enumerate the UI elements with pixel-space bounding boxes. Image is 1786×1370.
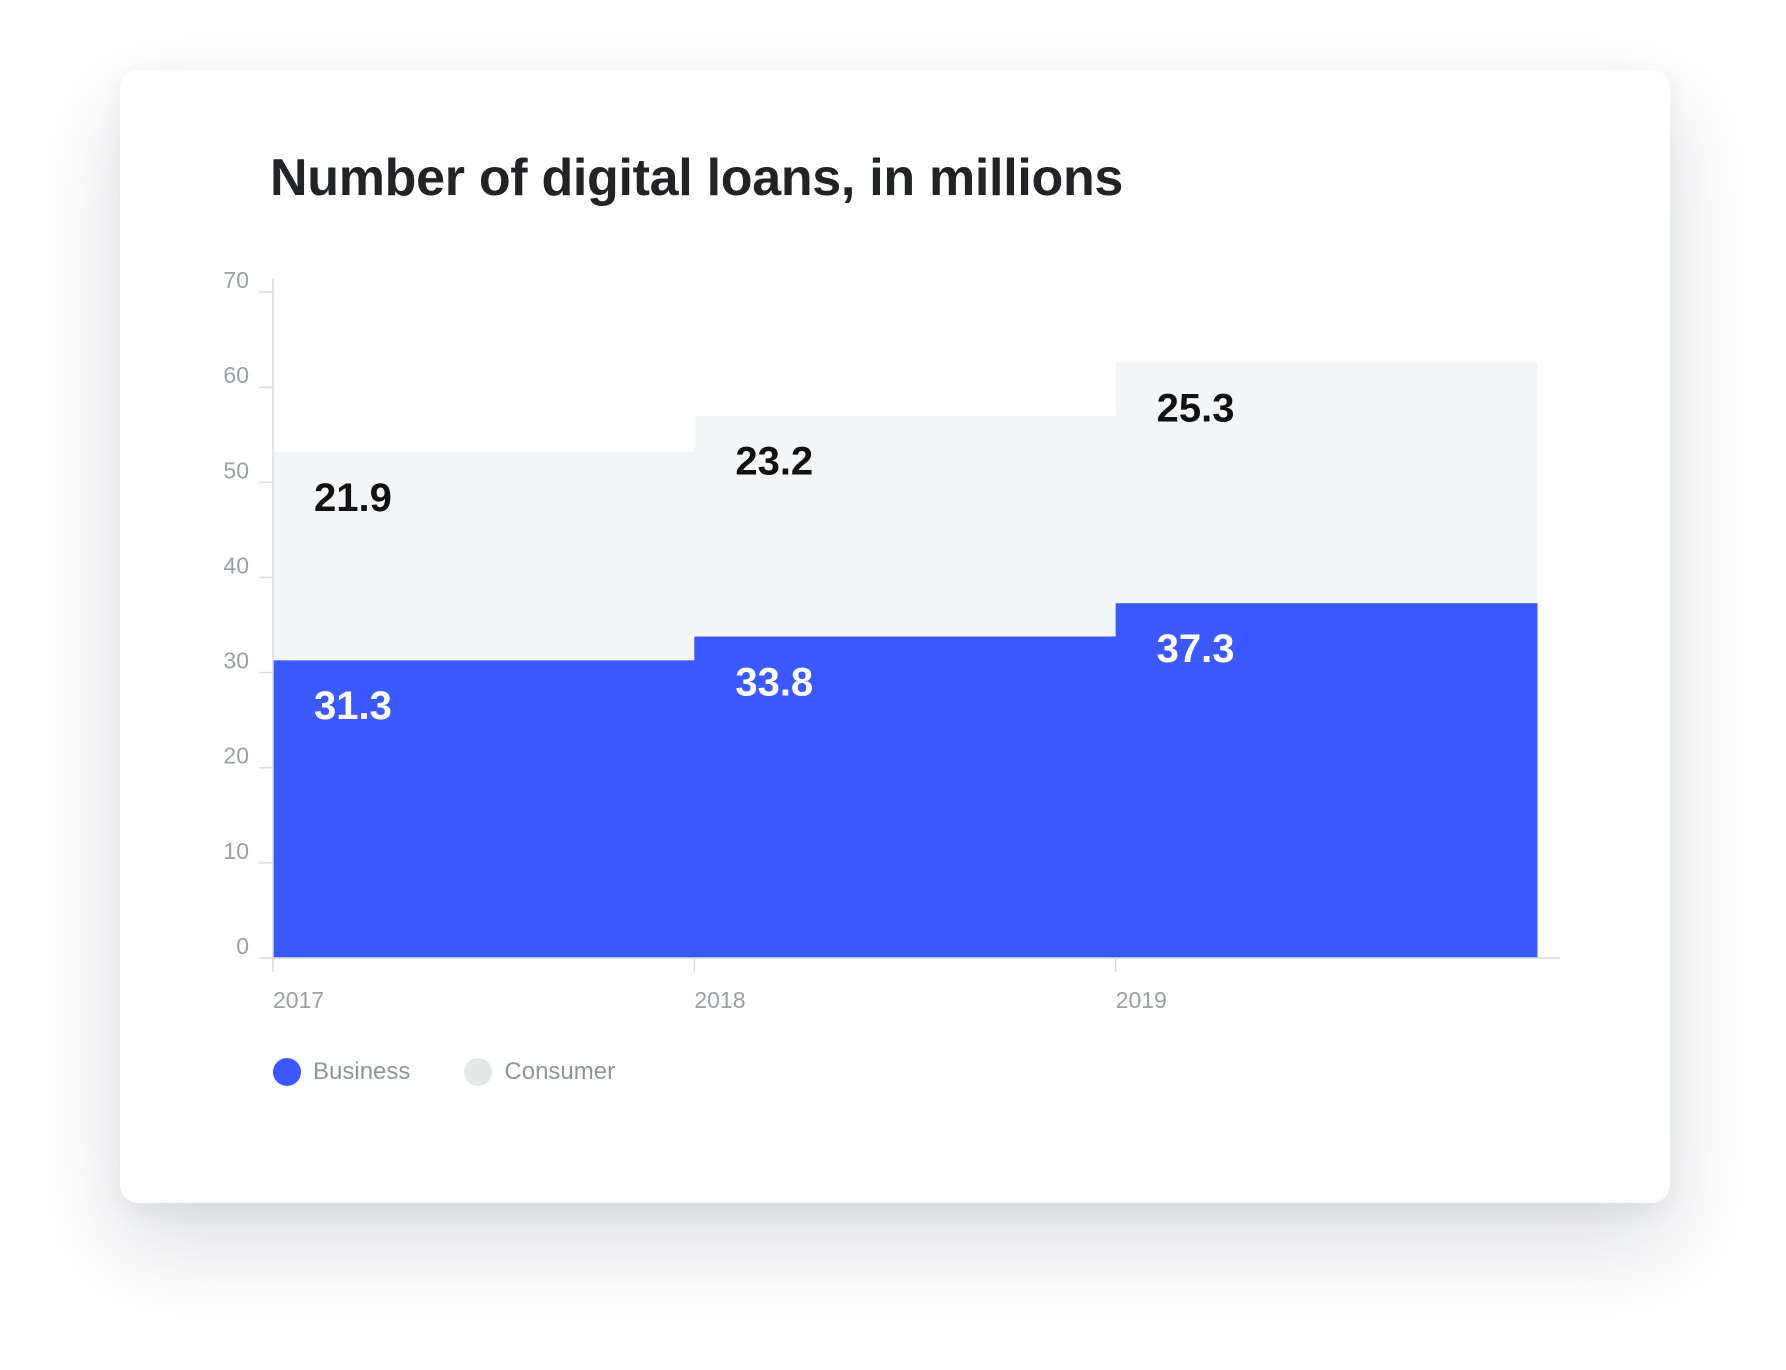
data-label-business-2017: 31.3 [314,684,392,728]
data-label-consumer-2018: 23.2 [735,440,813,484]
chart-card: Number of digital loans, in millions 0 10… [120,70,1670,1203]
bar-consumer-2018 [694,415,1117,637]
bar-consumer-2019 [1115,362,1538,604]
y-tick-label: 0 [236,933,249,959]
chart-legend: Business Consumer [273,1058,669,1086]
data-label-consumer-2019: 25.3 [1157,386,1235,430]
legend-item-business: Business [273,1058,410,1086]
bar-business-2019 [1115,603,1538,958]
chart-title: Number of digital loans, in millions [270,149,1124,207]
data-label-business-2018: 33.8 [735,660,813,704]
x-tick-label: 2017 [273,987,324,1013]
bar-business-2018 [694,636,1117,958]
chart-plot: 0 10 20 30 40 50 60 70 2017 2018 2019 31.3 21.9 33.8 2… [223,267,1560,1013]
y-tick-label: 30 [223,648,249,674]
y-tick-label: 60 [223,362,249,388]
y-tick-label: 20 [223,743,249,769]
bar-consumer-2017 [273,451,695,661]
legend-item-consumer: Consumer [464,1058,615,1086]
legend-label: Consumer [504,1058,616,1085]
y-tick-label: 50 [223,457,249,483]
legend-swatch-consumer [464,1058,493,1086]
bar-business-2017 [273,660,695,958]
y-tick-label: 70 [223,267,249,293]
y-tick-label: 10 [223,838,249,864]
legend-label: Business [313,1058,411,1085]
data-label-consumer-2017: 21.9 [314,476,392,520]
x-tick-label: 2019 [1116,987,1167,1013]
y-tick-label: 40 [223,552,249,578]
x-tick-label: 2018 [694,987,745,1013]
data-label-business-2019: 37.3 [1157,627,1235,671]
legend-swatch-business [273,1058,301,1086]
